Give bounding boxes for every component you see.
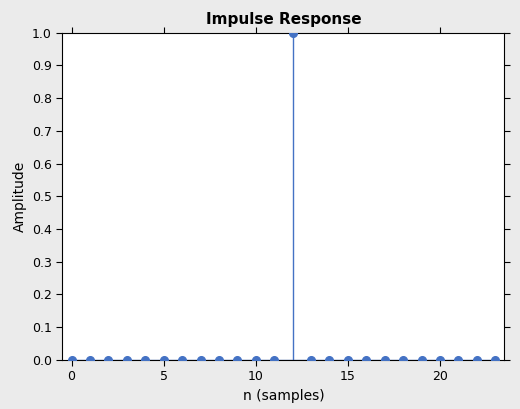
Title: Impulse Response: Impulse Response (205, 12, 361, 27)
X-axis label: n (samples): n (samples) (243, 389, 324, 403)
Y-axis label: Amplitude: Amplitude (12, 161, 27, 232)
